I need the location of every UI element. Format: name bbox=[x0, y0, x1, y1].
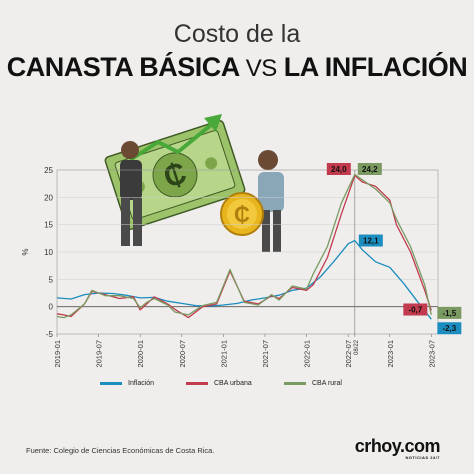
y-tick-label: 20 bbox=[44, 193, 53, 202]
callout-label: 24,0 bbox=[331, 165, 347, 174]
brand-tagline: NOTICIAS 24/7 bbox=[405, 455, 440, 460]
series-line-inflaci-n bbox=[56, 239, 432, 320]
y-tick-label: 5 bbox=[49, 275, 54, 284]
legend-label-cba-rural: CBA rural bbox=[312, 380, 342, 387]
y-tick-label: 10 bbox=[44, 248, 53, 257]
source-note: Fuente: Colegio de Ciencias Económicas d… bbox=[26, 446, 215, 455]
title-line-2: CANASTA BÁSICA VS LA INFLACIÓN bbox=[0, 52, 474, 83]
callout-label: 24,2 bbox=[362, 165, 378, 174]
legend-label-inflacion: Inflación bbox=[128, 380, 155, 387]
y-axis-label: % bbox=[21, 248, 30, 255]
svg-text:₵: ₵ bbox=[234, 202, 250, 227]
x-tick-label: 2023-01 bbox=[386, 340, 395, 368]
callout-box bbox=[437, 322, 462, 335]
title-line-1: Costo de la bbox=[173, 20, 301, 48]
x-tick-label: 2020-01 bbox=[136, 340, 145, 368]
grid bbox=[56, 169, 439, 335]
callout-box bbox=[358, 234, 383, 247]
y-tick-label: 25 bbox=[44, 166, 53, 175]
series-line-cba-rural bbox=[56, 173, 432, 319]
callout-label: -0,7 bbox=[408, 305, 422, 314]
legend-swatch-cba-rural bbox=[284, 382, 306, 385]
callout-label: -1,5 bbox=[442, 309, 456, 318]
x-tick-label: 2019-01 bbox=[53, 340, 62, 368]
y-tick-label: 15 bbox=[44, 221, 53, 230]
legend-item-cba-urbana: CBA urbana bbox=[186, 380, 252, 387]
x-tick-label: 2019-07 bbox=[95, 340, 104, 368]
callouts: 24,0 24,2 12,1 -0,7 -1,5 -2,3 bbox=[326, 163, 462, 335]
series-lines bbox=[56, 173, 432, 320]
callout-box bbox=[437, 306, 462, 319]
brand-logo: crhoy.com bbox=[354, 436, 441, 456]
x-tick-label: 2021-07 bbox=[261, 340, 270, 368]
x-tick-label: 2020-07 bbox=[178, 340, 187, 368]
x-tick-label: 2023-07 bbox=[427, 340, 436, 368]
x-tick-label: 08/22 bbox=[354, 339, 360, 355]
y-tick-label: -5 bbox=[46, 330, 54, 339]
callout-box bbox=[403, 303, 428, 316]
x-tick-label: 2021-01 bbox=[219, 340, 228, 368]
legend-swatch-inflacion bbox=[100, 382, 122, 385]
x-tick-label: 2022-07 bbox=[344, 340, 353, 368]
title-inflacion: LA INFLACIÓN bbox=[283, 52, 468, 82]
legend-label-cba-urbana: CBA urbana bbox=[214, 380, 252, 387]
title-vs: VS bbox=[245, 55, 278, 82]
x-tick-label: 2022-01 bbox=[303, 340, 312, 368]
title-canasta: CANASTA BÁSICA bbox=[6, 52, 240, 82]
callout-label: 12,1 bbox=[363, 237, 379, 246]
axes: -5 0 5 10 15 20 25% 2019-01 2019-07 2020-01 2020-0… bbox=[21, 166, 436, 368]
callout-box bbox=[357, 163, 382, 175]
legend-item-inflacion: Inflación bbox=[100, 380, 154, 387]
legend-swatch-cba-urbana bbox=[186, 382, 208, 385]
legend-item-cba-rural: CBA rural bbox=[284, 380, 342, 387]
callout-label: -2,3 bbox=[442, 324, 456, 333]
y-tick-label: 0 bbox=[49, 303, 54, 312]
callout-box bbox=[326, 163, 351, 175]
money-illustration-icon: ₵ ₵ bbox=[104, 114, 284, 252]
